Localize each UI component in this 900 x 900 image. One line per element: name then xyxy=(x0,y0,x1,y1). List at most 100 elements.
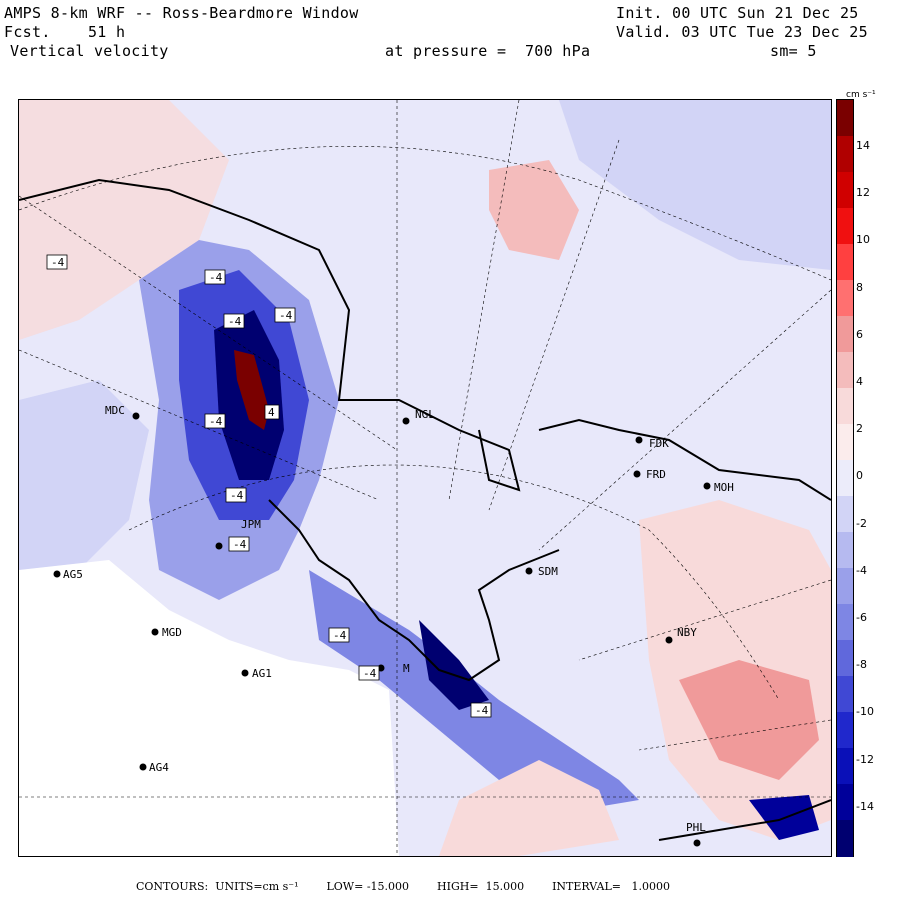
colorbar-segment xyxy=(837,820,853,857)
colorbar-segment xyxy=(837,532,853,569)
map-panel: MDC NGL FDK FRD MOH SDM AG5 MGD AG1 NBY … xyxy=(18,99,832,857)
colorbar-segment xyxy=(837,280,853,317)
positive-core-strong xyxy=(234,350,269,430)
footer: CONTOURS: UNITS=cm s⁻¹ LOW= -15.000 HIGH= … xyxy=(136,880,698,893)
station-phl: PHL xyxy=(686,821,706,847)
colorbar-tick-label: -12 xyxy=(856,752,874,766)
colorbar-tick-label: 12 xyxy=(856,186,870,200)
colorbar-tick-label: -8 xyxy=(856,658,867,672)
colorbar-tick-label: 0 xyxy=(856,469,863,483)
station-label: NGL xyxy=(415,408,435,421)
colorbar-tick-label: -4 xyxy=(856,563,867,577)
svg-text:-4: -4 xyxy=(233,538,247,551)
init-time: Init. 00 UTC Sun 21 Dec 25 xyxy=(616,4,859,22)
station-label: AG4 xyxy=(149,761,169,774)
contour-label-box: -4 xyxy=(223,313,245,329)
svg-text:-4: -4 xyxy=(228,315,242,328)
station-fdk: FDK xyxy=(635,436,669,450)
colorbar-tick-label: 2 xyxy=(856,422,863,436)
station-label: FRD xyxy=(646,468,666,481)
colorbar-segment xyxy=(837,748,853,785)
station-ngl: NGL xyxy=(402,408,435,425)
colorbar xyxy=(836,99,854,857)
colorbar-segment xyxy=(837,604,853,641)
colorbar-segment xyxy=(837,712,853,749)
colorbar-segment xyxy=(837,388,853,425)
negative-region-ne xyxy=(559,100,831,270)
station-label: AG5 xyxy=(63,568,83,581)
footer-high: HIGH= 15.000 xyxy=(437,880,525,893)
ice-sheet-blank xyxy=(19,560,399,856)
colorbar-segment xyxy=(837,316,853,353)
station-mdc: MDC xyxy=(105,404,140,420)
colorbar-units: cm s⁻¹ xyxy=(846,90,876,100)
svg-text:-4: -4 xyxy=(475,704,489,717)
contour-label-box: -4 xyxy=(46,254,68,270)
station-ag5: AG5 xyxy=(53,568,83,581)
colorbar-segment xyxy=(837,568,853,605)
svg-text:-4: -4 xyxy=(333,629,347,642)
coastline xyxy=(19,178,831,841)
colorbar-tick-label: 6 xyxy=(856,327,863,341)
smoothing: sm= 5 xyxy=(770,42,817,60)
colorbar-tick-label: -10 xyxy=(856,705,874,719)
field-name: Vertical velocity xyxy=(10,42,169,60)
contour-labels: -4 -4 -4 -4 4 -4 -4 -4 -4 -4 -4 xyxy=(46,254,492,718)
station-label: M xyxy=(403,662,410,675)
pressure-level: at pressure = 700 hPa xyxy=(385,42,591,60)
colorbar-segment xyxy=(837,208,853,245)
footer-interval: INTERVAL= 1.0000 xyxy=(552,880,670,893)
colorbar-tick-label: 14 xyxy=(856,139,870,152)
negative-region xyxy=(19,380,149,580)
station-ag1: AG1 xyxy=(241,667,272,680)
station-label: MGD xyxy=(162,626,182,639)
negative-coastal-core xyxy=(419,620,489,710)
station-label: MOH xyxy=(714,481,734,494)
colorbar-segment xyxy=(837,640,853,677)
colorbar-segment xyxy=(837,784,853,821)
station-nby: NBY xyxy=(665,626,697,644)
colorbar-segment xyxy=(837,496,853,533)
colorbar-tick-label: 8 xyxy=(856,280,863,294)
colorbar-segment xyxy=(837,100,853,137)
footer-low: LOW= -15.000 xyxy=(326,880,410,893)
station-label: AG1 xyxy=(252,667,272,680)
colorbar-tick-label: 4 xyxy=(856,375,863,388)
station-label: SDM xyxy=(538,565,558,578)
colorbar-tick-label: 10 xyxy=(856,233,870,247)
svg-text:-4: -4 xyxy=(363,667,377,680)
station-label: MDC xyxy=(105,404,125,417)
svg-text:-4: -4 xyxy=(209,271,223,284)
contour-label-box: -4 xyxy=(228,536,250,552)
colorbar-segment xyxy=(837,424,853,461)
contour-label-box: -4 xyxy=(328,627,350,643)
footer-contours: CONTOURS: UNITS=cm s⁻¹ xyxy=(136,880,299,893)
graticule xyxy=(19,100,831,856)
station-label: PHL xyxy=(686,821,706,834)
colorbar-segment xyxy=(837,244,853,281)
station-frd: FRD xyxy=(633,468,666,481)
station-label: JPM xyxy=(241,518,261,531)
colorbar-segment xyxy=(837,460,853,497)
station-sdm: SDM xyxy=(525,565,558,578)
colorbar-segment xyxy=(837,676,853,713)
colorbar-tick-label: -6 xyxy=(856,611,867,624)
station-ag4: AG4 xyxy=(139,761,169,774)
map-canvas: MDC NGL FDK FRD MOH SDM AG5 MGD AG1 NBY … xyxy=(19,100,831,856)
svg-text:-4: -4 xyxy=(230,489,244,502)
svg-text:-4: -4 xyxy=(51,256,65,269)
contour-label-box: 4 xyxy=(264,404,280,420)
positive-cell-east xyxy=(679,660,819,780)
station-jpm: JPM xyxy=(215,518,261,550)
svg-text:-4: -4 xyxy=(209,415,223,428)
colorbar-segment xyxy=(837,172,853,209)
station-label: NBY xyxy=(677,626,697,639)
contour-label-box: -4 xyxy=(225,487,247,503)
forecast-hour: Fcst. 51 h xyxy=(4,23,126,41)
station-mgd: MGD xyxy=(151,626,182,639)
contour-label-box: -4 xyxy=(204,413,226,429)
contour-label-box: -4 xyxy=(204,269,226,285)
colorbar-tick-label: -14 xyxy=(856,799,874,813)
positive-region-south xyxy=(439,760,619,856)
contour-label-box: -4 xyxy=(274,307,296,323)
